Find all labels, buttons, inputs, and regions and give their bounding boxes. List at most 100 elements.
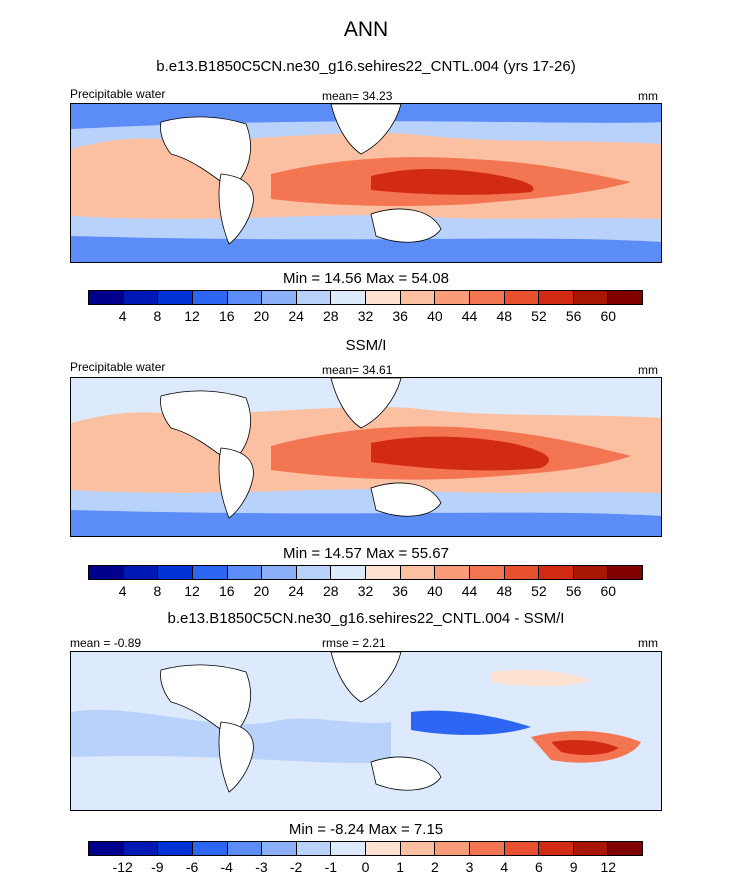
colorbar-tick-label: 48 bbox=[496, 583, 513, 599]
colorbar-swatch bbox=[539, 291, 574, 304]
colorbar-swatch bbox=[469, 291, 505, 304]
diff-land-australia bbox=[370, 756, 442, 791]
colorbar-swatch bbox=[366, 566, 401, 579]
colorbar-tick-label: 9 bbox=[569, 859, 578, 875]
colorbar-swatch bbox=[89, 291, 124, 304]
diff-mean-label: mean = -0.89 bbox=[70, 636, 142, 650]
colorbar-swatch bbox=[400, 291, 436, 304]
colorbar-tick-label: 44 bbox=[461, 308, 478, 324]
colorbar-swatch bbox=[89, 842, 124, 855]
colorbar-swatch bbox=[331, 842, 366, 855]
model-land-africa-south bbox=[218, 173, 254, 245]
colorbar-tick-label: -6 bbox=[185, 859, 199, 875]
colorbar-tick-label: 52 bbox=[531, 308, 547, 324]
obs-land-asia bbox=[330, 378, 402, 429]
model-map bbox=[71, 104, 661, 262]
colorbar-swatch bbox=[296, 842, 332, 855]
colorbar-swatch bbox=[608, 566, 642, 579]
diff-units-label: mm bbox=[638, 636, 658, 650]
colorbar-swatch bbox=[435, 291, 470, 304]
colorbar-swatch bbox=[504, 842, 540, 855]
colorbar-tick-label: 32 bbox=[357, 308, 374, 324]
colorbar-swatch bbox=[366, 291, 401, 304]
colorbar-tick-label: 12 bbox=[600, 859, 617, 875]
diff-map-panel bbox=[70, 651, 662, 811]
obs-field-sh-cold bbox=[71, 510, 661, 536]
diff-land-asia bbox=[330, 652, 402, 703]
colorbar-tick-label: 56 bbox=[565, 308, 582, 324]
colorbar-swatch bbox=[192, 566, 228, 579]
diff-field-north-pacific bbox=[491, 669, 591, 687]
colorbar-tick-label: 40 bbox=[427, 583, 443, 599]
model-units-label: mm bbox=[638, 89, 658, 103]
colorbar-tick-label: 36 bbox=[392, 308, 408, 324]
colorbar-tick-label: 60 bbox=[600, 308, 617, 324]
colorbar-tick-label: 24 bbox=[288, 583, 304, 599]
colorbar-swatch bbox=[123, 566, 159, 579]
model-minmax-label: Min = 14.56 Max = 54.08 bbox=[283, 270, 449, 287]
diff-title: b.e13.B1850C5CN.ne30_g16.sehires22_CNTL.… bbox=[167, 610, 565, 627]
colorbar-swatch bbox=[331, 566, 366, 579]
obs-title: SSM/I bbox=[345, 337, 387, 354]
colorbar-swatch bbox=[123, 842, 159, 855]
colorbar-swatch bbox=[469, 566, 505, 579]
colorbar-swatch bbox=[227, 842, 263, 855]
colorbar-tick-label: 48 bbox=[496, 308, 513, 324]
colorbar-tick-label: 2 bbox=[430, 859, 439, 875]
colorbar-swatch bbox=[469, 842, 505, 855]
obs-field-warm-core bbox=[371, 436, 550, 471]
obs-mean-label: mean= 34.61 bbox=[322, 363, 393, 377]
colorbar-swatch bbox=[262, 291, 297, 304]
diff-field-wet-core bbox=[551, 740, 619, 756]
colorbar-swatch bbox=[539, 842, 574, 855]
colorbar-tick-label: 4 bbox=[500, 859, 509, 875]
colorbar-swatch bbox=[331, 291, 366, 304]
obs-map bbox=[71, 378, 661, 536]
diff-colorbar bbox=[88, 841, 643, 856]
colorbar-swatch bbox=[608, 291, 642, 304]
colorbar-swatch bbox=[89, 566, 124, 579]
colorbar-tick-label: 6 bbox=[535, 859, 543, 875]
colorbar-tick-label: -9 bbox=[151, 859, 164, 875]
colorbar-tick-label: 4 bbox=[118, 308, 127, 324]
obs-colorbar bbox=[88, 565, 643, 580]
colorbar-swatch bbox=[158, 291, 193, 304]
model-map-panel bbox=[70, 103, 662, 263]
colorbar-swatch bbox=[262, 566, 297, 579]
colorbar-tick-label: 36 bbox=[392, 583, 408, 599]
obs-units-label: mm bbox=[638, 363, 658, 377]
model-variable-label: Precipitable water bbox=[70, 87, 166, 101]
obs-map-panel bbox=[70, 377, 662, 537]
colorbar-tick-label: 56 bbox=[565, 583, 582, 599]
colorbar-tick-label: -3 bbox=[255, 859, 268, 875]
colorbar-tick-label: 8 bbox=[153, 583, 162, 599]
model-field-warm-core bbox=[371, 169, 534, 195]
colorbar-swatch bbox=[296, 291, 332, 304]
colorbar-tick-label: 12 bbox=[184, 308, 200, 324]
colorbar-tick-label: -12 bbox=[112, 859, 133, 875]
colorbar-swatch bbox=[227, 566, 263, 579]
colorbar-tick-label: 28 bbox=[323, 583, 339, 599]
colorbar-swatch bbox=[366, 842, 401, 855]
model-land-australia bbox=[370, 208, 442, 243]
colorbar-swatch bbox=[227, 291, 263, 304]
colorbar-tick-label: 20 bbox=[253, 583, 270, 599]
colorbar-swatch bbox=[123, 291, 159, 304]
colorbar-swatch bbox=[539, 566, 574, 579]
colorbar-tick-label: 24 bbox=[288, 308, 304, 324]
colorbar-tick-label: -1 bbox=[324, 859, 338, 875]
colorbar-tick-label: 28 bbox=[323, 308, 339, 324]
diff-land-africa-south bbox=[218, 721, 254, 793]
colorbar-tick-label: 3 bbox=[465, 859, 474, 875]
diff-map bbox=[71, 652, 661, 810]
colorbar-tick-label: 16 bbox=[218, 583, 235, 599]
colorbar-swatch bbox=[435, 566, 470, 579]
colorbar-swatch bbox=[400, 566, 436, 579]
colorbar-tick-label: 8 bbox=[153, 308, 162, 324]
obs-land-australia bbox=[370, 482, 442, 517]
colorbar-tick-label: 60 bbox=[600, 583, 617, 599]
colorbar-tick-label: 20 bbox=[253, 308, 270, 324]
diff-minmax-label: Min = -8.24 Max = 7.15 bbox=[288, 821, 444, 838]
colorbar-tick-label: 4 bbox=[118, 583, 127, 599]
model-colorbar bbox=[88, 290, 643, 305]
